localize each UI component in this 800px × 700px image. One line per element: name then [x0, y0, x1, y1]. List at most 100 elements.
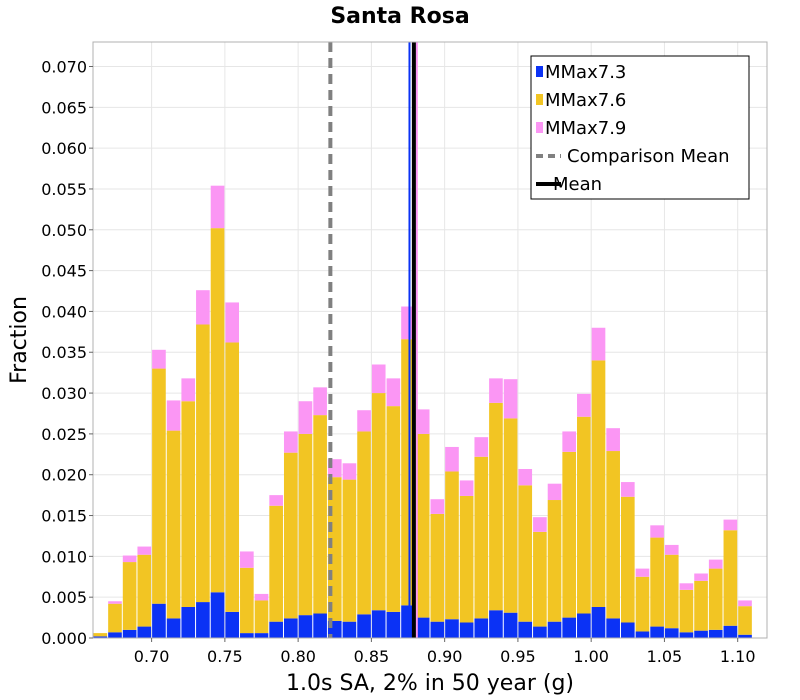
legend-box: [530, 55, 750, 200]
bar-mmax7-6: [533, 531, 547, 627]
bar-mmax7-3: [371, 610, 386, 638]
bar-mmax7-3: [166, 618, 181, 638]
bar-mmax7-9: [254, 593, 269, 601]
bar-mmax7-6: [313, 415, 327, 614]
y-tick-label: 0.055: [41, 180, 87, 199]
bar-mmax7-3: [269, 621, 283, 638]
bar-mmax7-6: [93, 633, 108, 637]
bar-mmax7-9: [386, 378, 401, 407]
bar-mmax7-6: [357, 431, 371, 615]
bar-mmax7-3: [401, 605, 415, 638]
bar-mmax7-9: [283, 431, 298, 453]
bar-mmax7-9: [225, 302, 240, 343]
bar-mmax7-3: [679, 632, 694, 638]
bar-mmax7-9: [415, 409, 430, 434]
bar-mmax7-9: [240, 551, 254, 568]
x-tick-label: 0.90: [427, 647, 463, 666]
x-tick-label: 1.00: [573, 647, 609, 666]
bar-mmax7-3: [518, 621, 533, 638]
bar-mmax7-9: [371, 364, 386, 394]
y-tick-label: 0.060: [41, 139, 87, 158]
bar-mmax7-9: [474, 437, 489, 457]
bar-mmax7-9: [459, 480, 474, 496]
bar-mmax7-9: [723, 519, 738, 531]
bar-mmax7-3: [459, 622, 474, 638]
y-tick-label: 0.070: [41, 57, 87, 76]
bar-mmax7-9: [664, 544, 679, 555]
bar-mmax7-9: [591, 327, 606, 361]
bar-mmax7-6: [459, 495, 474, 623]
bar-mmax7-9: [577, 393, 591, 417]
y-tick-label: 0.020: [41, 466, 87, 485]
bar-mmax7-9: [547, 483, 562, 501]
bar-mmax7-6: [283, 452, 298, 619]
bar-mmax7-9: [694, 573, 708, 581]
x-tick-label: 1.10: [720, 647, 756, 666]
y-tick-label: 0.010: [41, 547, 87, 566]
bar-mmax7-9: [708, 559, 723, 569]
bar-mmax7-6: [386, 406, 401, 612]
bar-mmax7-3: [313, 613, 327, 638]
bar-mmax7-3: [254, 633, 269, 638]
bar-mmax7-3: [738, 634, 752, 638]
bar-mmax7-6: [181, 401, 196, 607]
bar-mmax7-6: [562, 451, 577, 618]
bar-mmax7-6: [650, 537, 664, 627]
x-tick-label: 0.95: [500, 647, 536, 666]
bar-mmax7-3: [298, 615, 313, 638]
bar-mmax7-3: [181, 606, 196, 638]
chart-title: Santa Rosa: [330, 4, 469, 29]
bar-mmax7-3: [533, 626, 547, 638]
bar-mmax7-3: [445, 619, 459, 638]
x-tick-label: 0.70: [134, 647, 170, 666]
bar-mmax7-6: [122, 562, 137, 630]
bar-mmax7-3: [283, 618, 298, 638]
legend-entry: MMax7.3: [545, 62, 626, 83]
bar-mmax7-6: [269, 505, 283, 622]
bar-mmax7-9: [679, 583, 694, 590]
bar-mmax7-6: [503, 418, 518, 613]
bar-mmax7-3: [723, 625, 738, 638]
bar-mmax7-6: [635, 576, 650, 632]
bar-mmax7-9: [166, 400, 181, 431]
bar-mmax7-9: [650, 525, 664, 538]
bar-mmax7-3: [547, 621, 562, 638]
x-axis-title: 1.0s SA, 2% in 50 year (g): [286, 671, 574, 696]
bar-mmax7-9: [210, 185, 225, 229]
legend: MMax7.3 MMax7.6 MMax7.9 Comparison Mean Mean: [530, 55, 750, 200]
bar-mmax7-9: [152, 349, 166, 369]
bar-mmax7-3: [562, 617, 577, 638]
y-tick-label: 0.015: [41, 507, 87, 526]
bar-mmax7-6: [196, 324, 210, 603]
bar-mmax7-3: [357, 614, 371, 638]
bar-mmax7-9: [342, 463, 357, 480]
legend-entry: MMax7.9: [545, 118, 626, 139]
bar-mmax7-6: [489, 402, 503, 611]
bar-mmax7-6: [342, 479, 357, 622]
bar-mmax7-6: [474, 456, 489, 619]
x-tick-label: 0.75: [207, 647, 243, 666]
legend-entry: MMax7.6: [545, 90, 626, 111]
y-tick-label: 0.050: [41, 221, 87, 240]
bar-mmax7-6: [591, 360, 606, 607]
bar-mmax7-9: [181, 378, 196, 402]
bar-mmax7-9: [489, 378, 503, 403]
bar-mmax7-6: [152, 368, 166, 604]
bar-mmax7-9: [401, 306, 415, 340]
bar-mmax7-6: [679, 589, 694, 633]
plot-frame: [92, 41, 768, 639]
bar-mmax7-3: [342, 621, 357, 638]
legend-swatch: [536, 94, 543, 105]
bar-mmax7-9: [430, 499, 445, 514]
bar-mmax7-9: [503, 379, 518, 419]
bar-mmax7-6: [738, 606, 752, 635]
bar-mmax7-9: [269, 495, 283, 506]
bar-mmax7-9: [108, 601, 122, 604]
bar-mmax7-3: [606, 618, 620, 638]
bar-mmax7-3: [664, 628, 679, 638]
bar-mmax7-9: [357, 410, 371, 432]
legend-swatch: [536, 66, 543, 77]
bar-mmax7-9: [562, 431, 577, 452]
bar-mmax7-3: [93, 636, 108, 638]
